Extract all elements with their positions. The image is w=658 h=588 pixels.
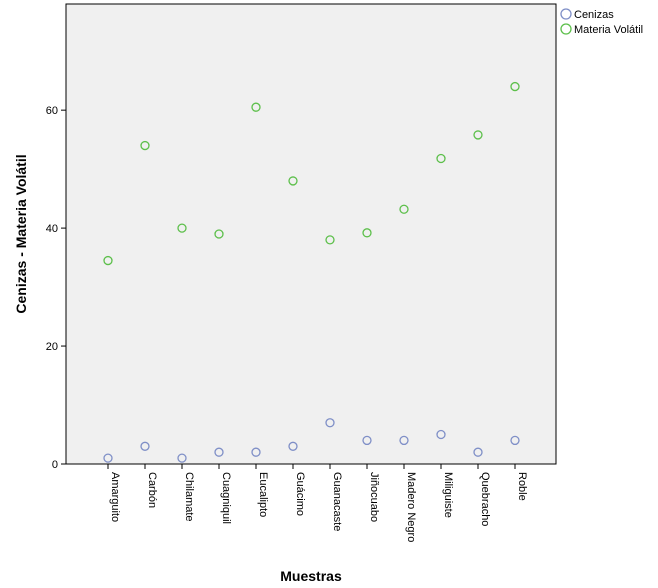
legend: Cenizas Materia Volátil xyxy=(560,8,643,36)
y-tick-label-2: 40 xyxy=(46,223,58,235)
point-series-0-9 xyxy=(436,429,446,440)
x-tick-label-3: Cuagniquil xyxy=(220,472,232,524)
point-series-1-11 xyxy=(510,81,520,92)
plot-area xyxy=(65,3,557,465)
point-series-0-11 xyxy=(510,435,520,446)
y-tick-label-3: 60 xyxy=(46,105,58,117)
x-tick-label-0: Amarguito xyxy=(109,472,121,522)
x-tick-label-6: Guanacaste xyxy=(331,472,343,531)
x-tick-label-7: Jiñocuabo xyxy=(368,472,380,522)
point-series-1-8 xyxy=(399,204,409,214)
point-series-0-4 xyxy=(251,447,261,457)
point-series-0-7 xyxy=(362,435,372,446)
point-series-1-2 xyxy=(177,223,187,233)
point-series-1-4 xyxy=(251,102,261,112)
legend-marker-1 xyxy=(560,23,572,35)
x-tick-label-4: Eucalipto xyxy=(257,472,269,517)
point-series-0-8 xyxy=(399,435,409,446)
legend-label-1: Materia Volátil xyxy=(574,24,643,36)
x-tick-label-8: Madero Negro xyxy=(405,472,417,542)
point-series-1-5 xyxy=(288,176,298,186)
point-series-0-2 xyxy=(177,453,187,463)
y-axis-title: Cenizas - Materia Volátil xyxy=(13,154,29,313)
legend-marker-0 xyxy=(560,8,572,20)
point-series-1-9 xyxy=(436,153,446,164)
data-points xyxy=(103,81,520,463)
point-series-1-6 xyxy=(325,235,335,245)
point-series-0-1 xyxy=(140,441,150,451)
point-series-0-0 xyxy=(103,453,113,463)
point-series-1-0 xyxy=(103,255,113,266)
y-tick-label-0: 0 xyxy=(52,459,58,471)
point-series-1-3 xyxy=(214,229,224,239)
x-tick-label-2: Chilamate xyxy=(183,472,195,522)
x-axis: Amarguito Carbón Chilamate Cuagniquil Eucali… xyxy=(107,464,528,542)
point-series-1-7 xyxy=(362,228,372,238)
x-axis-title: Muestras xyxy=(280,568,342,584)
y-axis: 0 20 40 60 xyxy=(46,105,66,471)
point-series-1-1 xyxy=(140,140,150,151)
x-tick-label-11: Roble xyxy=(516,472,528,501)
point-series-0-3 xyxy=(214,447,224,457)
x-tick-label-9: Miliguiste xyxy=(442,472,454,518)
y-tick-label-1: 20 xyxy=(46,341,58,353)
x-tick-label-10: Quebracho xyxy=(479,472,491,526)
legend-label-0: Cenizas xyxy=(574,9,614,21)
point-series-0-6 xyxy=(325,418,335,428)
point-series-0-5 xyxy=(288,441,298,451)
x-tick-label-1: Carbón xyxy=(146,472,158,508)
point-series-0-10 xyxy=(473,447,483,457)
point-series-1-10 xyxy=(473,130,483,140)
x-tick-label-5: Guácimo xyxy=(294,472,306,516)
